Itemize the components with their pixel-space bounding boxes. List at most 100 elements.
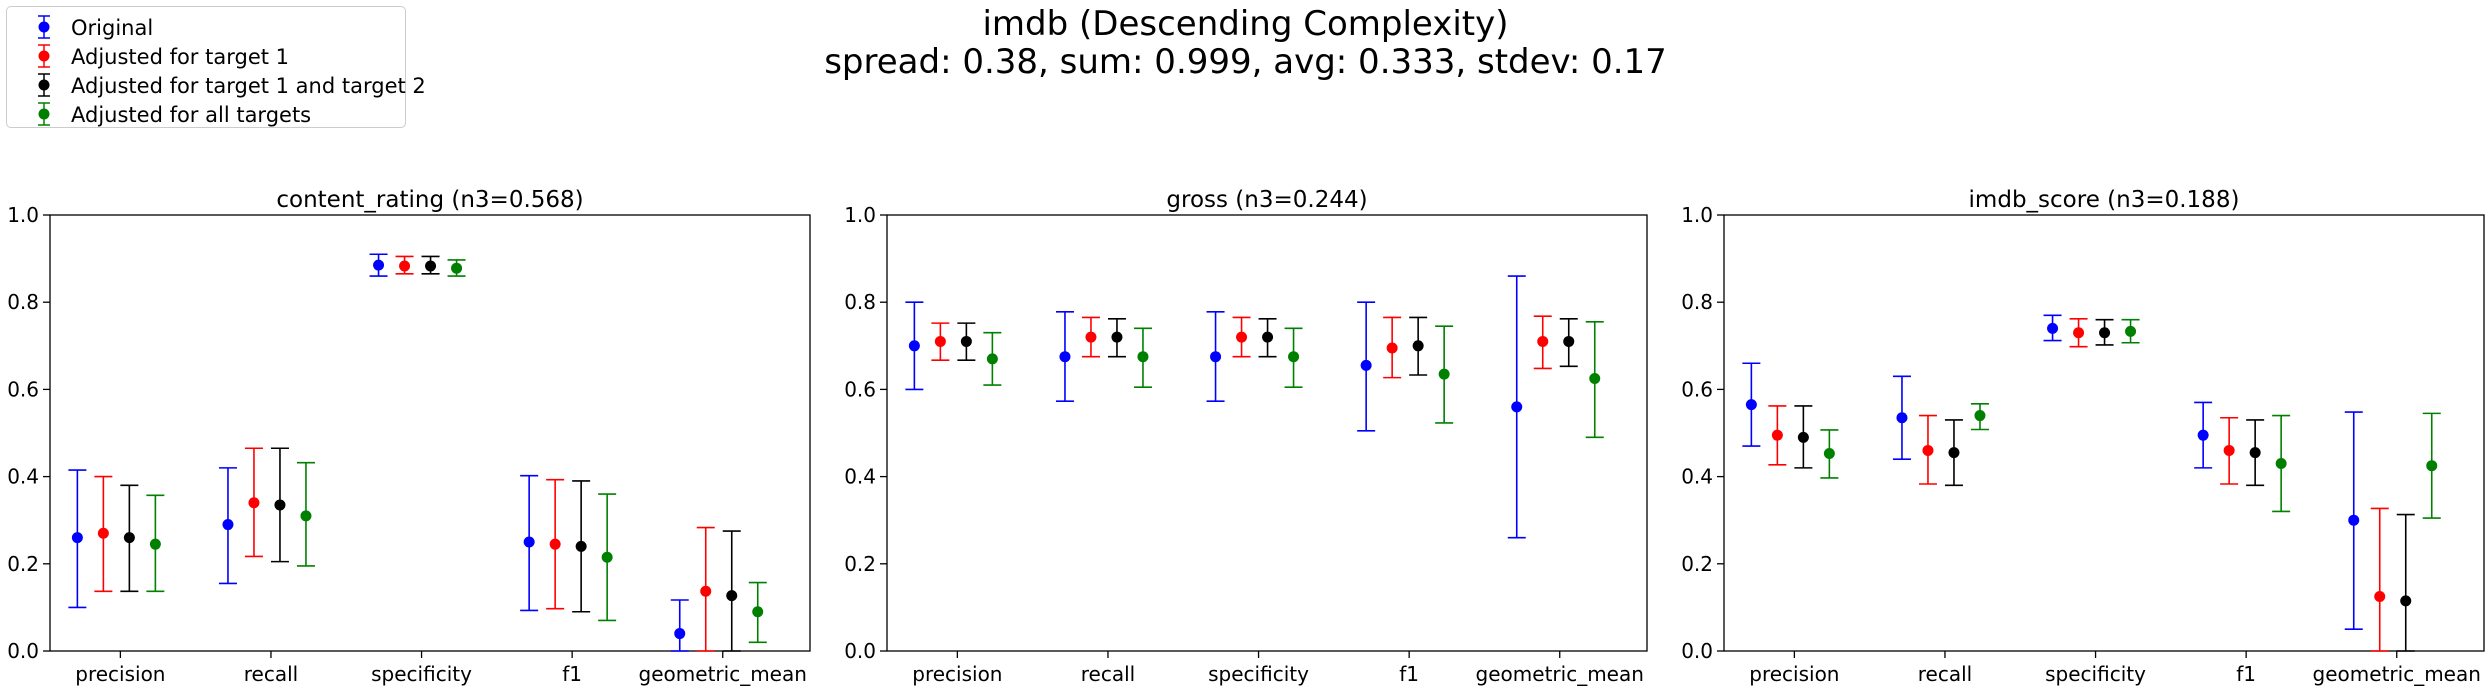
data-point bbox=[1412, 340, 1424, 352]
data-point bbox=[601, 551, 613, 563]
data-point bbox=[1288, 351, 1300, 363]
data-point bbox=[1745, 399, 1757, 411]
x-tick-label: f1 bbox=[2236, 662, 2256, 686]
x-tick-label: specificity bbox=[2045, 662, 2146, 686]
data-point bbox=[2197, 429, 2209, 441]
legend-label-target-1: Adjusted for target 1 bbox=[71, 45, 290, 69]
x-tick-label: precision bbox=[912, 662, 1002, 686]
data-point bbox=[575, 540, 587, 552]
x-tick-label: geometric_mean bbox=[1476, 662, 1644, 686]
plot-frame bbox=[49, 214, 811, 652]
legend-label-target-1-and-2: Adjusted for target 1 and target 2 bbox=[71, 74, 426, 98]
y-tick-label: 0.2 bbox=[1681, 552, 1713, 576]
panel-title: content_rating (n3=0.568) bbox=[276, 187, 583, 213]
legend-marker-original bbox=[38, 15, 50, 39]
legend-marker-target-1 bbox=[38, 44, 50, 68]
data-point bbox=[1771, 429, 1783, 441]
x-tick-label: recall bbox=[244, 662, 298, 686]
data-point bbox=[523, 536, 535, 548]
data-point bbox=[960, 335, 972, 347]
data-point bbox=[1589, 373, 1601, 384]
figure-subtitle: spread: 0.38, sum: 0.999, avg: 0.333, st… bbox=[824, 42, 1667, 82]
data-point bbox=[222, 519, 234, 531]
data-point bbox=[1059, 351, 1071, 363]
data-point bbox=[1438, 368, 1450, 380]
data-point bbox=[97, 527, 109, 539]
data-point bbox=[1386, 342, 1398, 354]
data-point bbox=[2223, 444, 2235, 456]
data-point bbox=[1922, 444, 1934, 456]
data-point bbox=[2400, 595, 2412, 607]
panel-title: imdb_score (n3=0.188) bbox=[1969, 187, 2240, 213]
data-point bbox=[1511, 401, 1523, 413]
data-point bbox=[399, 260, 411, 272]
y-tick-label: 0.4 bbox=[7, 465, 39, 489]
y-tick-label: 1.0 bbox=[844, 203, 876, 227]
data-point bbox=[2374, 591, 2386, 602]
x-tick-label: f1 bbox=[562, 662, 582, 686]
x-tick-label: geometric_mean bbox=[639, 662, 807, 686]
data-point bbox=[2348, 514, 2360, 526]
y-tick-label: 0.0 bbox=[1681, 639, 1713, 663]
data-point bbox=[2125, 325, 2137, 337]
data-point bbox=[373, 259, 385, 271]
y-tick-label: 0.8 bbox=[844, 290, 876, 314]
data-point bbox=[300, 510, 312, 522]
legend-marker-all-targets bbox=[38, 102, 50, 126]
data-point bbox=[2275, 458, 2287, 470]
data-point bbox=[908, 340, 920, 352]
data-point bbox=[2047, 322, 2059, 334]
legend-label-original: Original bbox=[71, 16, 154, 40]
y-tick-label: 0.2 bbox=[844, 552, 876, 576]
legend-item-all-targets: Adjusted for all targets bbox=[7, 100, 405, 129]
data-point bbox=[1137, 351, 1149, 363]
chart-panel-2: gross (n3=0.244) 0.0 0.2 0.4 0.6 0.8 1.0 precis… bbox=[844, 187, 1648, 686]
plot-frame bbox=[1723, 214, 2485, 652]
y-tick-label: 0.4 bbox=[844, 465, 876, 489]
y-tick-label: 0.2 bbox=[7, 552, 39, 576]
data-point bbox=[1948, 447, 1960, 459]
chart-panel-3: imdb_score (n3=0.188) 0.0 0.2 0.4 0.6 0.8 1.0 p… bbox=[1681, 187, 2485, 686]
x-tick-label: precision bbox=[75, 662, 165, 686]
data-point bbox=[2073, 327, 2085, 339]
data-point bbox=[451, 262, 463, 274]
data-point bbox=[1797, 431, 1809, 443]
data-point bbox=[1210, 351, 1222, 363]
y-tick-label: 1.0 bbox=[7, 203, 39, 227]
data-point bbox=[2249, 447, 2261, 459]
data-point bbox=[248, 497, 260, 509]
data-point bbox=[1262, 331, 1274, 343]
x-tick-label: geometric_mean bbox=[2313, 662, 2481, 686]
data-point bbox=[149, 538, 161, 550]
y-tick-label: 0.6 bbox=[1681, 377, 1713, 401]
data-point bbox=[1236, 331, 1248, 343]
data-point bbox=[2426, 460, 2438, 472]
data-point bbox=[1085, 331, 1097, 343]
plot-frame bbox=[886, 214, 1648, 652]
data-point bbox=[1974, 410, 1986, 422]
data-point bbox=[1823, 447, 1835, 459]
data-point bbox=[726, 590, 738, 602]
legend: Original Adjusted for target 1 Adjusted … bbox=[6, 6, 426, 129]
y-tick-label: 0.4 bbox=[1681, 465, 1713, 489]
legend-item-target-1: Adjusted for target 1 bbox=[7, 42, 405, 71]
y-tick-label: 0.6 bbox=[7, 377, 39, 401]
data-point bbox=[123, 532, 135, 544]
y-tick-label: 1.0 bbox=[1681, 203, 1713, 227]
data-point bbox=[71, 532, 83, 544]
x-tick-label: specificity bbox=[1208, 662, 1309, 686]
y-tick-label: 0.8 bbox=[1681, 290, 1713, 314]
y-tick-label: 0.8 bbox=[7, 290, 39, 314]
data-point bbox=[274, 499, 286, 511]
x-tick-label: specificity bbox=[371, 662, 472, 686]
legend-item-original: Original bbox=[7, 13, 405, 42]
legend-marker-target-1-and-2 bbox=[38, 73, 50, 97]
x-tick-label: recall bbox=[1081, 662, 1135, 686]
data-point bbox=[1111, 331, 1123, 343]
data-point bbox=[549, 538, 561, 550]
panel-title: gross (n3=0.244) bbox=[1166, 187, 1367, 213]
x-tick-label: f1 bbox=[1399, 662, 1419, 686]
data-point bbox=[1537, 335, 1549, 347]
x-tick-label: recall bbox=[1918, 662, 1972, 686]
data-point bbox=[2099, 327, 2111, 339]
